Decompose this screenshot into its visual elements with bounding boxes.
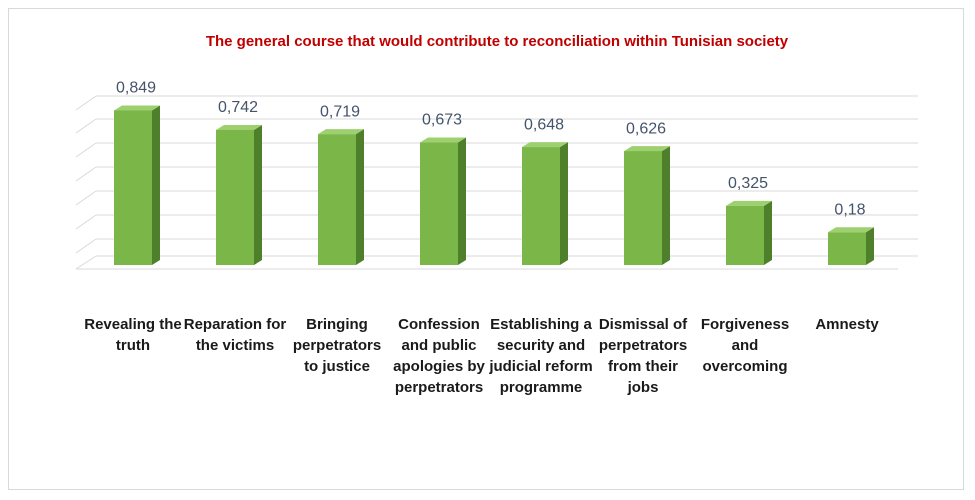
x-tick-label: Establishing a security and judicial ref… [489,316,593,396]
bar [726,200,772,265]
x-tick-label: Revealing the truth [84,316,182,354]
chart-title: The general course that would contribute… [206,33,789,50]
bar-front [420,142,458,265]
value-label: 0,719 [320,103,360,120]
bar-top [624,146,670,152]
bar-front [726,205,764,265]
value-label: 0,673 [422,112,462,129]
bar-side [866,227,874,265]
x-tick-label: Forgiveness and overcoming [700,316,790,375]
x-tick-label: Reparation for the victims [183,316,287,354]
frame [8,8,964,490]
bar-side [560,142,568,265]
bar-top [522,142,568,148]
x-tick-label: Dismissal of perpetrators from their job… [598,316,688,396]
bar [522,142,568,265]
value-label: 0,18 [834,201,865,218]
bar-front [114,110,152,266]
value-label: 0,648 [524,116,564,133]
back-wall [75,95,918,270]
bar [624,146,670,265]
bar [114,105,160,266]
bar-side [764,200,772,265]
bar-front [522,147,560,265]
x-tick-label: Amnesty [815,316,879,333]
value-label: 0,626 [626,120,666,137]
bar [318,129,364,265]
bar-side [254,124,262,266]
bar-side [458,137,466,265]
bar-front [318,134,356,265]
bar [216,124,262,266]
bar-side [662,146,670,265]
bar-top [114,105,160,111]
bar [420,137,466,265]
bar-front [216,129,254,265]
value-label: 0,325 [728,175,768,192]
bar-side [356,129,364,265]
bar-top [420,137,466,143]
bar [828,227,874,265]
bar-front [828,232,866,265]
bar-top [318,129,364,135]
x-tick-label: Bringing perpetrators to justice [292,316,382,375]
x-tick-label: Confession and public apologies by perpe… [393,316,485,396]
bar-side [152,105,160,266]
bar-top [216,124,262,130]
bar-top [726,200,772,206]
bar-top [828,227,874,233]
value-label: 0,849 [116,80,156,97]
bar-front [624,151,662,265]
value-label: 0,742 [218,99,258,116]
